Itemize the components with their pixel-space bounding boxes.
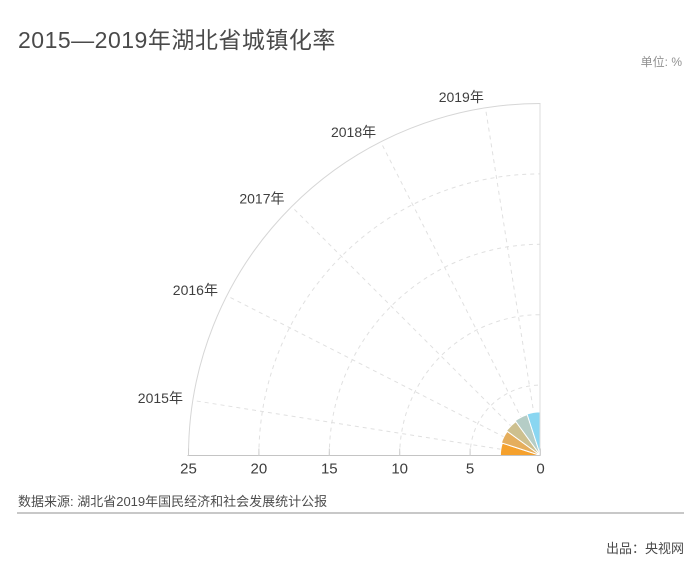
grid-arc-15 [328, 243, 541, 456]
grid-radial-2019年 [484, 107, 541, 456]
grid-radial-2017年 [291, 206, 541, 456]
unit-label: 单位: % [640, 55, 682, 69]
axis-tick-label-20: 20 [251, 461, 268, 478]
grid-radial-2015年 [192, 399, 541, 456]
producer-label: 出品：央视网 [605, 541, 684, 556]
category-label-2015年: 2015年 [138, 390, 183, 406]
axis-tick-label-5: 5 [466, 461, 474, 478]
axis-tick-label-15: 15 [321, 461, 338, 478]
axis-tick-label-25: 25 [180, 461, 197, 478]
category-label-2018年: 2018年 [331, 124, 376, 140]
outer-arc [188, 103, 541, 456]
grid-arc-20 [258, 173, 541, 456]
grid-arc-5 [469, 384, 541, 456]
category-label-2016年: 2016年 [173, 282, 218, 298]
data-source-label: 数据来源: 湖北省2019年国民经济和社会发展统计公报 [18, 494, 328, 509]
grid-radial-2016年 [226, 295, 541, 456]
axis-tick-label-10: 10 [391, 461, 408, 478]
grid-radial-2018年 [380, 141, 541, 456]
category-label-2017年: 2017年 [239, 191, 284, 207]
footer-divider [17, 512, 684, 514]
category-label-2019年: 2019年 [439, 89, 484, 105]
axis-tick-label-0: 0 [536, 461, 544, 478]
page-title: 2015—2019年湖北省城镇化率 [18, 27, 336, 53]
